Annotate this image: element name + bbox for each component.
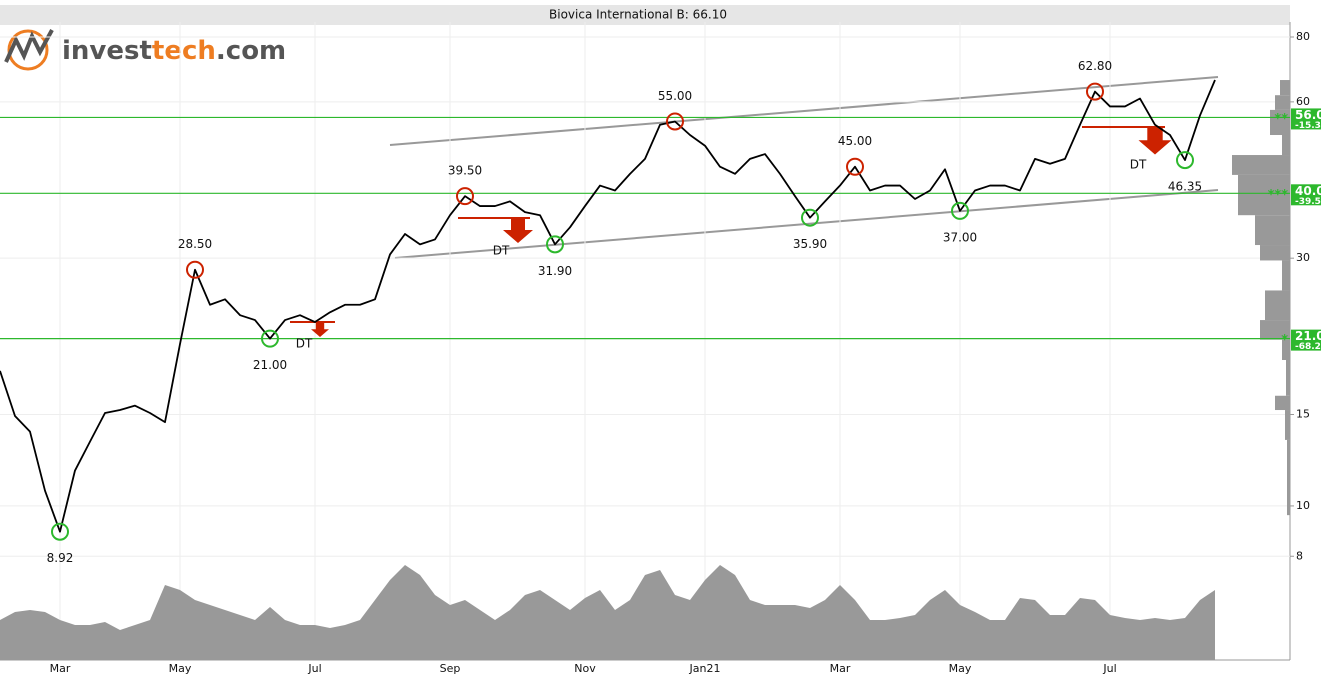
chart-title: Biovica International B: 66.10 [549, 8, 727, 22]
extreme-label: 35.90 [793, 237, 827, 251]
logo-text: investtech.com [62, 36, 286, 66]
volume-profile-bar [1275, 395, 1290, 411]
volume-profile-bar [1282, 339, 1290, 361]
trough-marker [951, 201, 969, 220]
level-label-box [1291, 184, 1321, 206]
extreme-label: 62.80 [1078, 59, 1112, 73]
logo-part: .com [216, 36, 286, 66]
level-change: -39.5 [1295, 197, 1321, 207]
logo-part: tech [152, 36, 216, 66]
x-tick-label: Jan21 [689, 662, 721, 675]
logo-ring [7, 29, 49, 71]
signal-label: DT [493, 244, 510, 258]
signal-arrow [1138, 127, 1172, 155]
x-tick-label: Mar [50, 662, 71, 675]
x-tick-label: May [169, 662, 192, 675]
volume-profile-bar [1280, 80, 1290, 96]
level-label: 40.0 [1295, 184, 1321, 198]
logo: investtech.com [4, 29, 286, 71]
peak-marker [846, 157, 864, 176]
trough-marker [261, 329, 279, 348]
level-label: 21.0 [1295, 329, 1321, 343]
signal-label: DT [296, 337, 313, 351]
x-tick-label: Mar [830, 662, 851, 675]
extreme-label: 45.00 [838, 134, 872, 148]
trough-marker [51, 522, 69, 541]
peak-marker [666, 112, 684, 131]
volume-profile-bar [1275, 95, 1290, 110]
peak-marker [186, 260, 204, 279]
signal-arrow [311, 322, 329, 337]
y-tick-label: 60 [1296, 95, 1310, 108]
volume-profile-bar [1285, 410, 1290, 440]
volume-profile-bar [1255, 215, 1290, 246]
y-tick-label: 80 [1296, 30, 1310, 43]
signal-arrow [503, 218, 533, 243]
volume-profile-bar [1287, 439, 1290, 516]
y-tick-label: 10 [1296, 499, 1310, 512]
volume-profile-bar [1286, 360, 1290, 396]
extreme-label: 21.00 [253, 358, 287, 372]
extreme-label: 46.35 [1168, 180, 1202, 194]
volume-profile-bar [1238, 174, 1290, 216]
x-tick-label: Jul [307, 662, 321, 675]
extreme-label: 28.50 [178, 237, 212, 251]
price-line [0, 79, 1216, 533]
trough-marker [1176, 151, 1194, 170]
signal-label: DT [1130, 158, 1147, 172]
volume-area [0, 565, 1215, 660]
extreme-label: 55.00 [658, 89, 692, 103]
volume-profile-bar [1282, 135, 1290, 156]
peak-marker [1086, 82, 1104, 101]
x-tick-label: May [949, 662, 972, 675]
level-change: -68.2 [1295, 342, 1321, 352]
level-change: -15.3 [1295, 121, 1321, 131]
level-label: 56.0 [1295, 108, 1321, 122]
extreme-label: 8.92 [47, 551, 74, 565]
x-tick-label: Sep [440, 662, 461, 675]
volume-profile-bar [1282, 260, 1290, 291]
logo-zigzag [4, 29, 54, 63]
volume-profile-bar [1260, 320, 1290, 340]
y-tick-label: 8 [1296, 549, 1303, 562]
volume-profile-bar [1270, 109, 1290, 136]
level-stars: ** [1274, 112, 1288, 127]
extreme-label: 31.90 [538, 264, 572, 278]
volume-profile-bar [1260, 245, 1290, 261]
extreme-label: 37.00 [943, 230, 977, 244]
trough-marker [801, 208, 819, 227]
trough-marker [546, 235, 564, 254]
volume-profile-bar [1232, 155, 1290, 175]
level-stars: * [1281, 333, 1288, 348]
level-stars: *** [1268, 188, 1289, 203]
peak-marker [456, 187, 474, 206]
volume-profile-bar [1265, 290, 1290, 321]
trend-line-upper [389, 76, 1219, 146]
extreme-label: 39.50 [448, 164, 482, 178]
y-tick-label: 15 [1296, 407, 1310, 420]
level-label-box [1291, 108, 1321, 130]
title-bar [0, 5, 1290, 25]
logo-part: invest [62, 36, 152, 66]
level-label-box [1291, 329, 1321, 351]
x-tick-label: Jul [1102, 662, 1116, 675]
x-tick-label: Nov [574, 662, 596, 675]
y-tick-label: 30 [1296, 251, 1310, 264]
